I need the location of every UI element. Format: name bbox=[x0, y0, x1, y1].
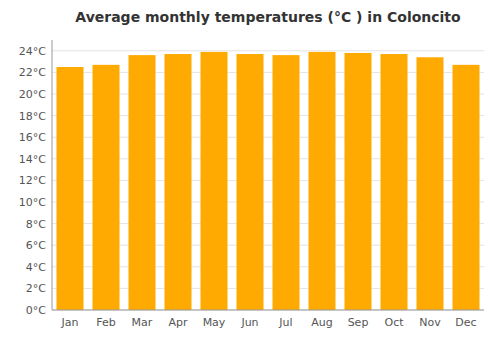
bar bbox=[237, 54, 264, 310]
grid-line bbox=[52, 50, 484, 51]
y-tick-label: 2°C bbox=[26, 282, 46, 295]
bar bbox=[273, 55, 300, 310]
bar bbox=[201, 52, 228, 310]
bar bbox=[57, 67, 84, 310]
bar bbox=[309, 52, 336, 310]
y-tick-label: 8°C bbox=[26, 218, 46, 231]
y-tick-label: 10°C bbox=[19, 196, 46, 209]
y-tick-label: 6°C bbox=[26, 239, 46, 252]
x-tick-label: Aug bbox=[311, 316, 332, 329]
x-tick-label: Feb bbox=[96, 316, 115, 329]
y-tick-label: 14°C bbox=[19, 153, 46, 166]
chart-svg: Average monthly temperatures (°C ) in Co… bbox=[0, 0, 500, 350]
y-tick-label: 18°C bbox=[19, 110, 46, 123]
y-grid bbox=[52, 51, 484, 310]
y-axis-line bbox=[52, 40, 53, 310]
bar bbox=[129, 55, 156, 310]
y-ticks: 0°C 2°C 4°C 6°C 8°C 10°C 12°C 14°C 16°C 18°C 20°C 2… bbox=[19, 45, 46, 317]
x-axis-line bbox=[52, 310, 484, 311]
bar bbox=[345, 53, 372, 310]
x-tick-label: Jan bbox=[61, 316, 79, 329]
bar bbox=[453, 65, 480, 310]
y-tick-label: 24°C bbox=[19, 45, 46, 58]
x-ticks: Jan Feb Mar Apr May Jun Jul Aug Sep Oct Nov Dec bbox=[61, 316, 477, 329]
bars bbox=[57, 52, 480, 310]
x-tick-label: Sep bbox=[348, 316, 369, 329]
bar bbox=[93, 65, 120, 310]
y-tick-label: 12°C bbox=[19, 174, 46, 187]
x-tick-label: Oct bbox=[384, 316, 404, 329]
chart-title: Average monthly temperatures (°C ) in Co… bbox=[75, 9, 461, 25]
y-tick-label: 0°C bbox=[26, 304, 46, 317]
y-tick-label: 22°C bbox=[19, 66, 46, 79]
x-tick-label: Jul bbox=[278, 316, 292, 329]
x-tick-label: Mar bbox=[132, 316, 153, 329]
grid-line bbox=[52, 310, 484, 311]
chart-container: Average monthly temperatures (°C ) in Co… bbox=[0, 0, 500, 350]
x-tick-label: Apr bbox=[168, 316, 188, 329]
x-tick-label: Dec bbox=[455, 316, 476, 329]
y-tick-label: 20°C bbox=[19, 88, 46, 101]
x-tick-label: May bbox=[203, 316, 226, 329]
y-tick-label: 16°C bbox=[19, 131, 46, 144]
x-tick-label: Nov bbox=[419, 316, 441, 329]
x-tick-label: Jun bbox=[240, 316, 258, 329]
bar bbox=[417, 57, 444, 310]
bar bbox=[165, 54, 192, 310]
bar bbox=[381, 54, 408, 310]
y-tick-label: 4°C bbox=[26, 261, 46, 274]
